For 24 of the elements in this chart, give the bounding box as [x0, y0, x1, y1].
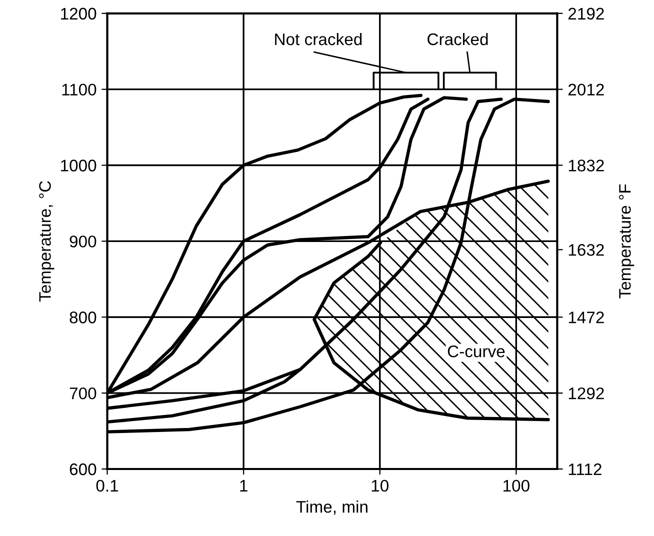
y2-tick-label: 1832 [568, 160, 604, 172]
x-tick-label: 10 [372, 480, 388, 492]
y2-tick-label: 2012 [568, 84, 604, 96]
y2-tick-label: 1472 [568, 312, 604, 324]
y-tick-label: 800 [70, 312, 96, 324]
y2-tick-label: 1112 [568, 463, 602, 476]
annotation: C-curve [448, 345, 505, 358]
x-tick-label: 100 [504, 480, 530, 492]
y-axis-title: Temperature, °C [39, 181, 54, 302]
y2-tick-label: 1292 [568, 387, 604, 400]
y-tick-label: 900 [70, 236, 96, 248]
x-tick-label: 0.1 [96, 480, 118, 492]
x-axis-title: Time, min [296, 500, 368, 515]
y-tick-label: 1100 [62, 84, 96, 96]
y2-axis-title: Temperature °F [619, 184, 634, 298]
y2-tick-label: 1632 [568, 244, 604, 256]
annotation: Not cracked [275, 32, 362, 46]
annotation: Cracked [428, 32, 488, 46]
y2-tick-label: 2192 [568, 8, 604, 20]
y-tick-label: 700 [70, 387, 96, 400]
y-tick-label: 600 [70, 463, 96, 476]
y-tick-label: 1000 [61, 160, 96, 172]
y-tick-label: 1200 [61, 8, 96, 20]
x-tick-label: 1 [240, 480, 248, 492]
